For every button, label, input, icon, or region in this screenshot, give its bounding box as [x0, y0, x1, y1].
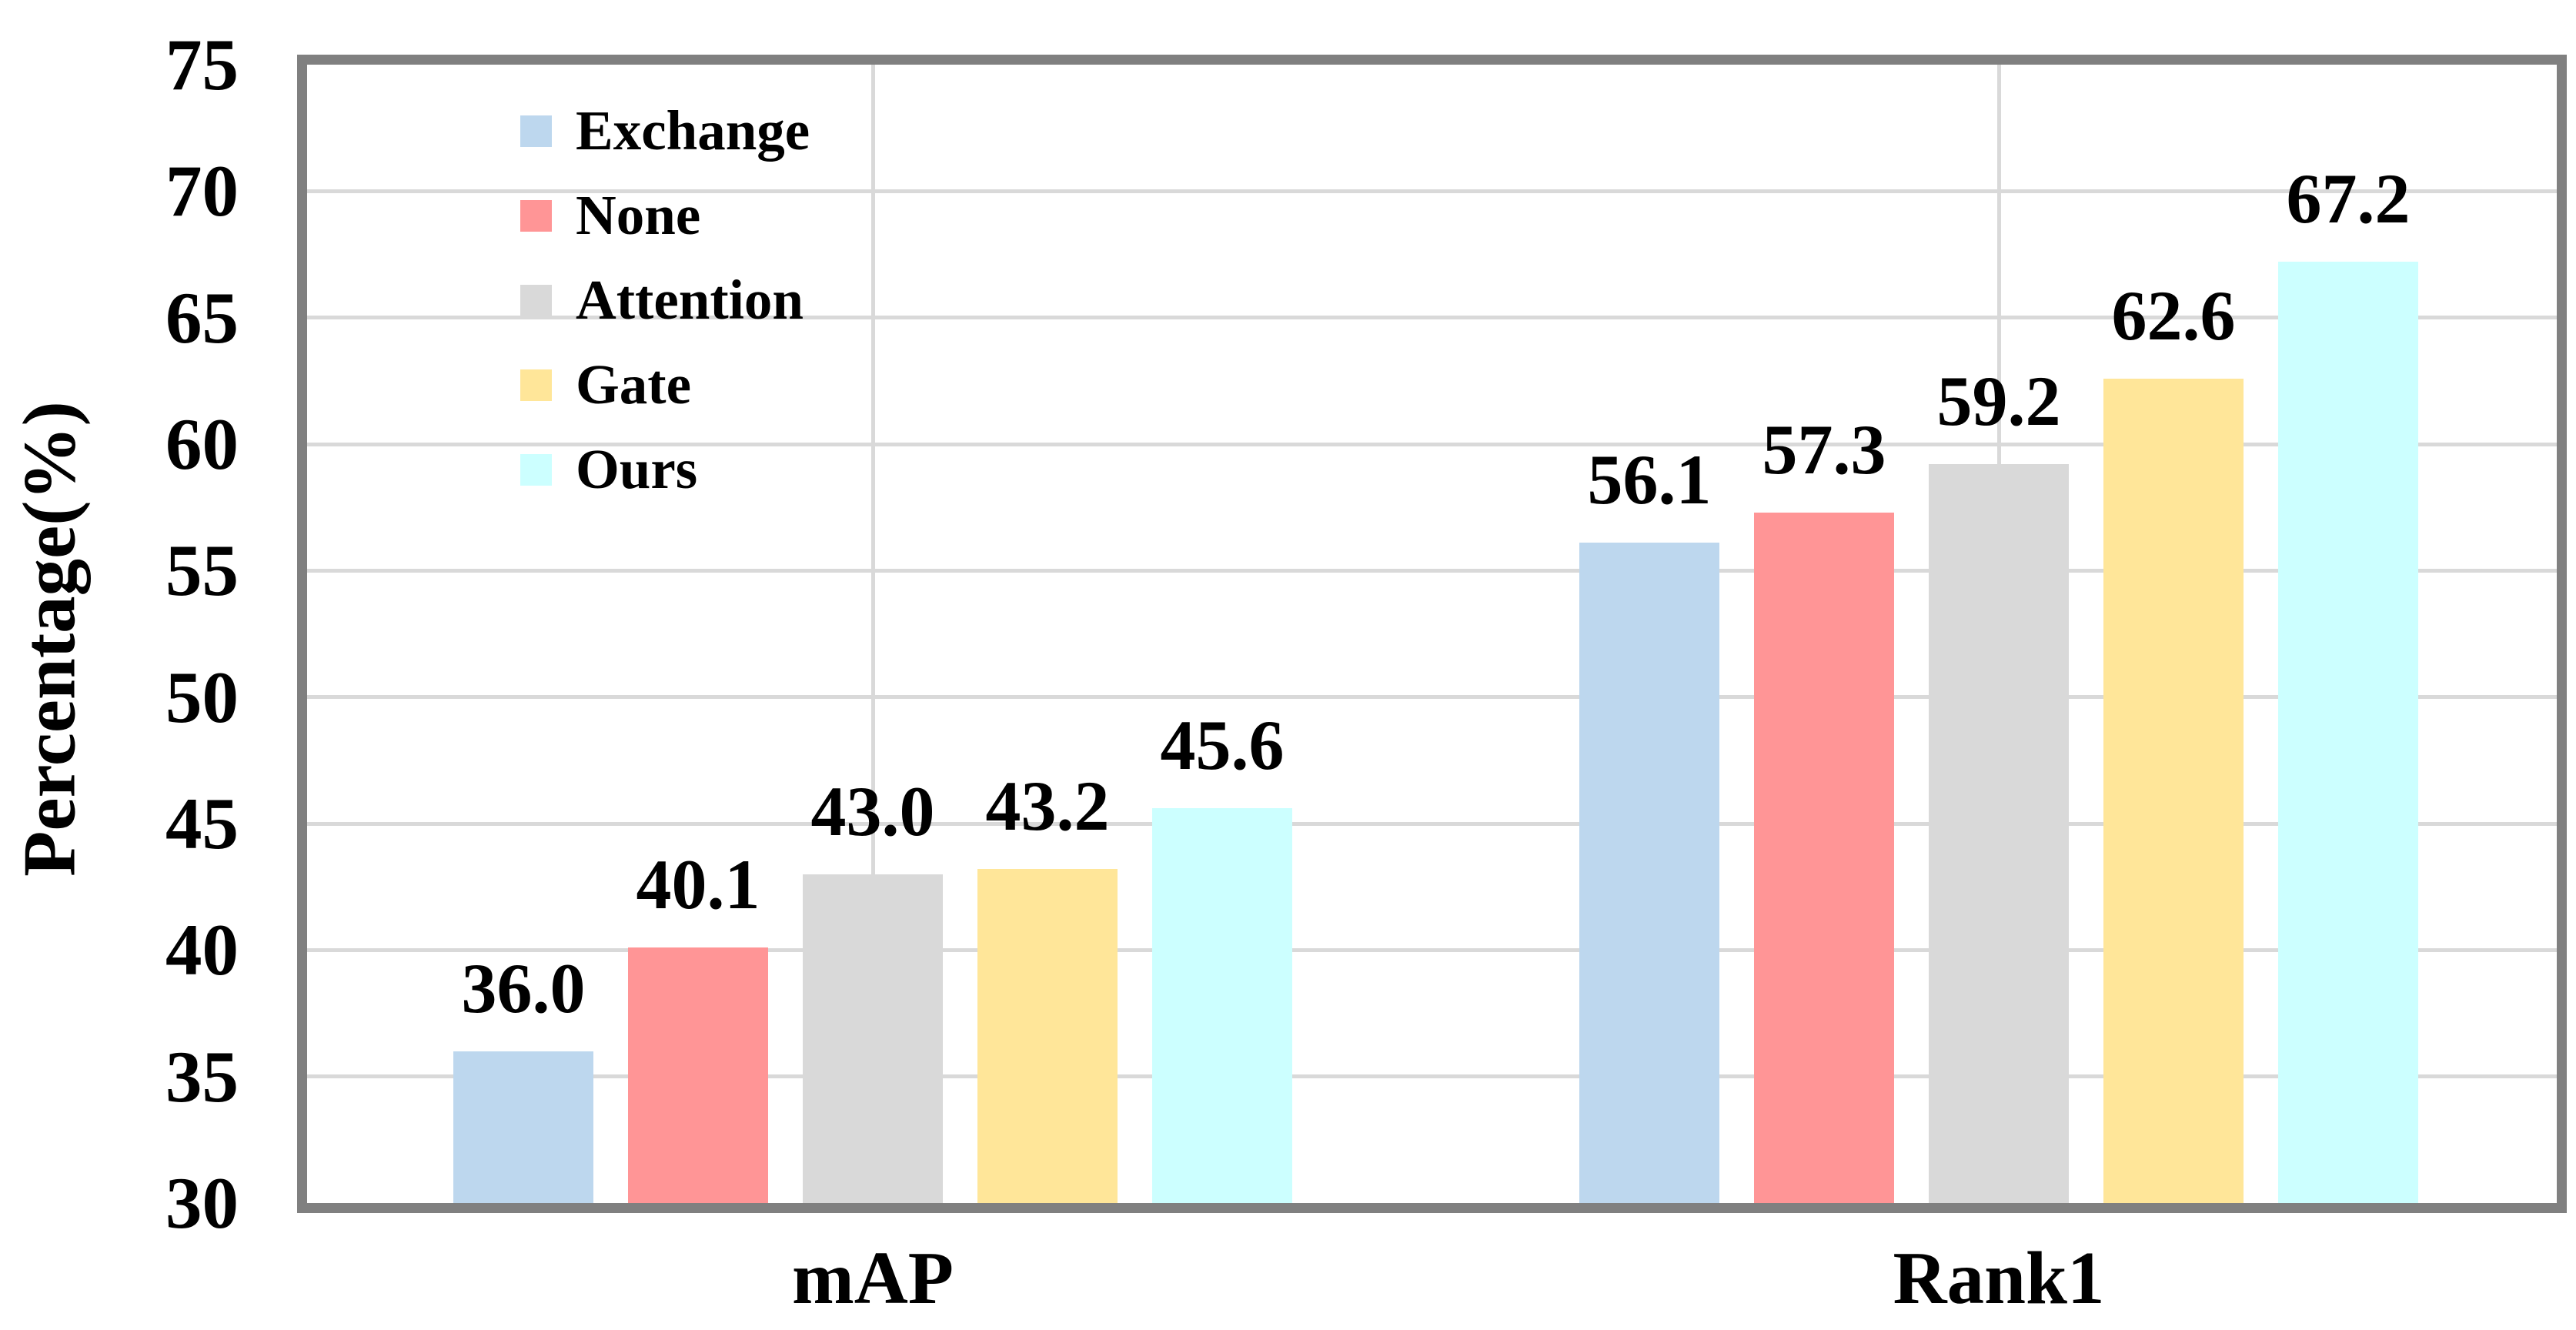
x-category-label-map: mAP [791, 1237, 954, 1319]
y-tick-label: 40 [165, 909, 239, 991]
legend-swatch-icon [520, 199, 552, 232]
legend-label: None [576, 184, 701, 246]
legend-swatch-icon [520, 369, 552, 401]
bar-attention-rank1 [1929, 464, 2069, 1203]
legend-swatch-icon [520, 284, 552, 316]
bar-gate-rank1 [2103, 378, 2244, 1203]
bar-none-rank1 [1754, 512, 1894, 1203]
bar-value-label: 59.2 [1936, 362, 2061, 441]
gridline-horizontal [307, 947, 2557, 952]
bar-gate-map [977, 869, 1118, 1203]
y-tick-label: 75 [165, 24, 239, 105]
bar-value-label: 56.1 [1587, 440, 1712, 520]
y-tick-label: 30 [165, 1162, 239, 1244]
bar-value-label: 40.1 [636, 845, 760, 924]
gridline-horizontal [307, 442, 2557, 446]
bar-value-label: 45.6 [1160, 706, 1285, 785]
gridline-horizontal [307, 316, 2557, 320]
gridline-horizontal [307, 189, 2557, 193]
gridline-horizontal [307, 1074, 2557, 1079]
y-tick-label: 60 [165, 403, 239, 485]
y-tick-label: 50 [165, 656, 239, 738]
legend-label: Attention [576, 269, 804, 331]
legend-swatch-icon [520, 115, 552, 147]
legend-label: Ours [576, 438, 698, 500]
bar-value-label: 43.2 [985, 767, 1110, 846]
bar-none-map [628, 947, 768, 1203]
legend-label: Exchange [576, 99, 810, 162]
bar-value-label: 43.0 [810, 771, 935, 850]
bar-exchange-rank1 [1579, 543, 1719, 1203]
legend-label: Gate [576, 353, 691, 416]
legend-swatch-icon [520, 453, 552, 486]
y-tick-label: 65 [165, 276, 239, 359]
y-tick-label: 70 [165, 150, 239, 232]
bar-value-label: 36.0 [461, 948, 586, 1028]
gridline-vertical [870, 65, 875, 1203]
bar-value-label: 62.6 [2111, 276, 2236, 355]
y-tick-label: 35 [165, 1035, 239, 1118]
bar-attention-map [803, 874, 943, 1203]
gridline-horizontal [307, 821, 2557, 826]
bar-exchange-map [453, 1051, 593, 1203]
gridline-horizontal [307, 695, 2557, 700]
y-tick-label: 45 [165, 783, 239, 864]
y-tick-label: 55 [165, 530, 239, 612]
bar-value-label: 67.2 [2286, 159, 2411, 239]
bar-ours-map [1152, 808, 1292, 1203]
bar-ours-rank1 [2278, 262, 2418, 1203]
bar-value-label: 57.3 [1762, 409, 1886, 489]
x-category-label-rank1: Rank1 [1893, 1237, 2105, 1319]
gridline-horizontal [307, 568, 2557, 573]
